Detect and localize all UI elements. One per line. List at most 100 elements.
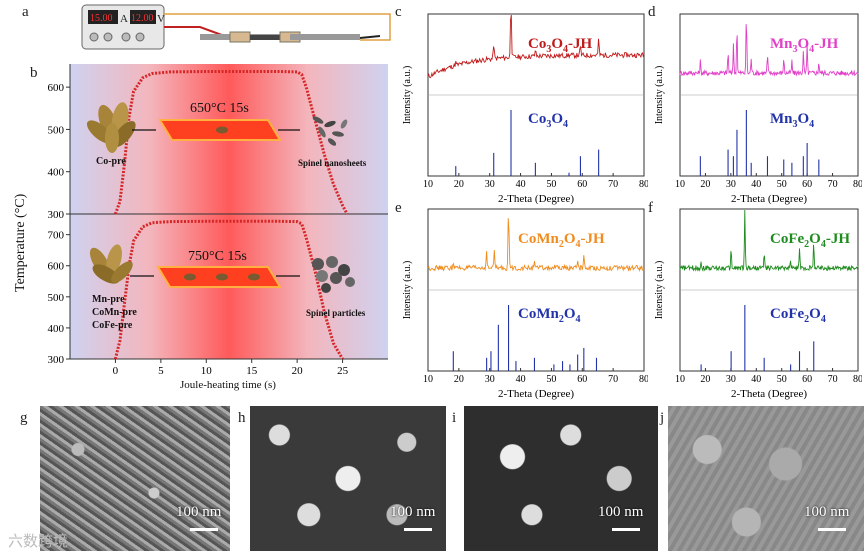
x-tick-label: 80: [639, 179, 648, 190]
x-tick-label: 80: [853, 179, 862, 190]
panel-label-b: b: [30, 65, 38, 81]
x-tick-label: 50: [546, 374, 556, 385]
x-tick-label: 20: [700, 179, 710, 190]
clamp-right: [290, 34, 360, 40]
x-tick-label: 20: [700, 374, 710, 385]
wire-black: [359, 35, 381, 39]
xrd-pattern-line: [679, 209, 859, 272]
x-tick-label: 50: [777, 179, 787, 190]
x-tick-label: 50: [777, 374, 787, 385]
scale-label: 100 nm: [804, 504, 850, 520]
x-tick-label: 10: [201, 365, 213, 377]
sem-image-i: 100 nm: [464, 406, 658, 551]
xrd-ylabel: Intensity (a.u.): [402, 66, 413, 125]
xrd-panel-d: 10 20 30 40 50 60 70 80 2-Theta (Degree) Intensit…: [654, 13, 862, 205]
bottom-condition-label: 750°C 15s: [188, 249, 247, 264]
xrd-xlabel: 2-Theta (Degree): [731, 388, 807, 400]
x-tick-label: 10: [423, 374, 433, 385]
x-tick-label: 70: [828, 374, 838, 385]
x-tick-label: 70: [828, 179, 838, 190]
precursor-label-1: Mn-pre: [92, 294, 125, 305]
knob-icon: [121, 32, 131, 42]
panel-label-f: f: [648, 200, 653, 216]
mixed-precursor-image: [89, 244, 133, 284]
reference-title: CoFe2O4: [770, 306, 826, 325]
x-tick-label: 10: [675, 374, 685, 385]
x-tick-label: 20: [454, 179, 464, 190]
spinel-nanosheets-label: Spinel nanosheets: [298, 158, 367, 168]
scale-bar: [190, 528, 218, 531]
top-y-ticks: 300 400 500 600: [48, 82, 70, 221]
precursor-label-2: CoMn-pre: [92, 307, 137, 318]
x-tick-label: 60: [577, 179, 587, 190]
top-temperature-line: [113, 70, 349, 215]
panel-label-j: j: [660, 410, 665, 426]
y-tick-label: 700: [48, 230, 65, 242]
xrd-panel-e: 10 20 30 40 50 60 70 80 2-Theta (Degree) Intensit…: [402, 208, 648, 400]
x-tick-label: 40: [751, 374, 761, 385]
knob-icon: [135, 32, 145, 42]
current-unit: A: [120, 13, 128, 25]
voltage-value: 12.00: [131, 13, 154, 24]
spinel-nanosheets-image: [312, 116, 348, 146]
x-tick-label: 40: [516, 179, 526, 190]
panel-label-e: e: [395, 200, 402, 216]
xrd-ylabel: Intensity (a.u.): [654, 66, 665, 125]
y-tick-label: 500: [48, 292, 65, 304]
voltage-unit: V: [157, 13, 165, 25]
xrd-panel-c: 10 20 30 40 50 60 70 80 2-Theta (Degree) Intensit…: [402, 13, 648, 205]
x-tick-label: 0: [113, 365, 119, 377]
panel-label-a: a: [22, 4, 29, 20]
x-tick-label: 5: [158, 365, 164, 377]
x-tick-label: 25: [337, 365, 349, 377]
sample-pellet: [216, 126, 228, 134]
y-tick-label: 500: [48, 124, 65, 136]
precursor-label-3: CoFe-pre: [92, 320, 133, 331]
panel-label-g: g: [20, 410, 28, 426]
x-tick-label: 60: [577, 374, 587, 385]
reference-title: CoMn2O4: [518, 306, 581, 325]
spinel-particles-label: Spinel particles: [306, 308, 366, 318]
x-tick-label: 70: [608, 374, 618, 385]
scale-label: 100 nm: [598, 504, 644, 520]
xrd-ylabel: Intensity (a.u.): [654, 261, 665, 320]
voltage-display: [130, 10, 156, 24]
xrd-xlabel: 2-Theta (Degree): [498, 388, 574, 400]
x-tick-label: 10: [675, 179, 685, 190]
y-tick-label: 600: [48, 82, 65, 94]
xrd-xlabel: 2-Theta (Degree): [498, 193, 574, 205]
panel-label-d: d: [648, 4, 656, 20]
wire-top: [164, 13, 391, 41]
xrd-panel-f: 10 20 30 40 50 60 70 80 2-Theta (Degree) Intensit…: [654, 208, 862, 400]
sem-image-h: 100 nm: [250, 406, 446, 551]
knob-icon: [89, 32, 99, 42]
sample-strip: [250, 35, 290, 40]
xrd-pattern-line: [679, 24, 859, 77]
spinel-particles-image: [312, 256, 355, 293]
reference-title: Mn3O4: [770, 111, 814, 130]
clip-left: [229, 31, 251, 43]
reference-title: Co3O4: [528, 111, 568, 130]
x-tick-label: 60: [802, 179, 812, 190]
panel-label-c: c: [395, 4, 402, 20]
top-condition-label: 650°C 15s: [190, 101, 249, 116]
x-ticks: 0 5 10 15 20 25: [113, 359, 349, 377]
scale-bar: [612, 528, 640, 531]
b-xlabel: Joule-heating time (s): [180, 379, 276, 391]
knob-icon: [103, 32, 113, 42]
power-supply-schematic: 15.00 A 12.00 V: [81, 4, 391, 50]
xrd-pattern-line: [427, 218, 645, 273]
x-tick-label: 60: [802, 374, 812, 385]
b-ylabel: Temperature (°C): [13, 193, 28, 292]
xrd-pattern-line: [427, 14, 645, 79]
sem-image-g: 100 nm: [40, 406, 230, 551]
y-tick-label: 300: [48, 209, 65, 221]
sample-pellet: [248, 273, 260, 281]
x-tick-label: 30: [726, 179, 736, 190]
x-tick-label: 30: [726, 374, 736, 385]
current-display: [88, 10, 118, 24]
y-tick-label: 400: [48, 167, 65, 179]
jh-sample-title: CoMn2O4-JH: [518, 231, 605, 250]
x-tick-label: 50: [546, 179, 556, 190]
jh-sample-title: Mn3O4-JH: [770, 36, 839, 55]
